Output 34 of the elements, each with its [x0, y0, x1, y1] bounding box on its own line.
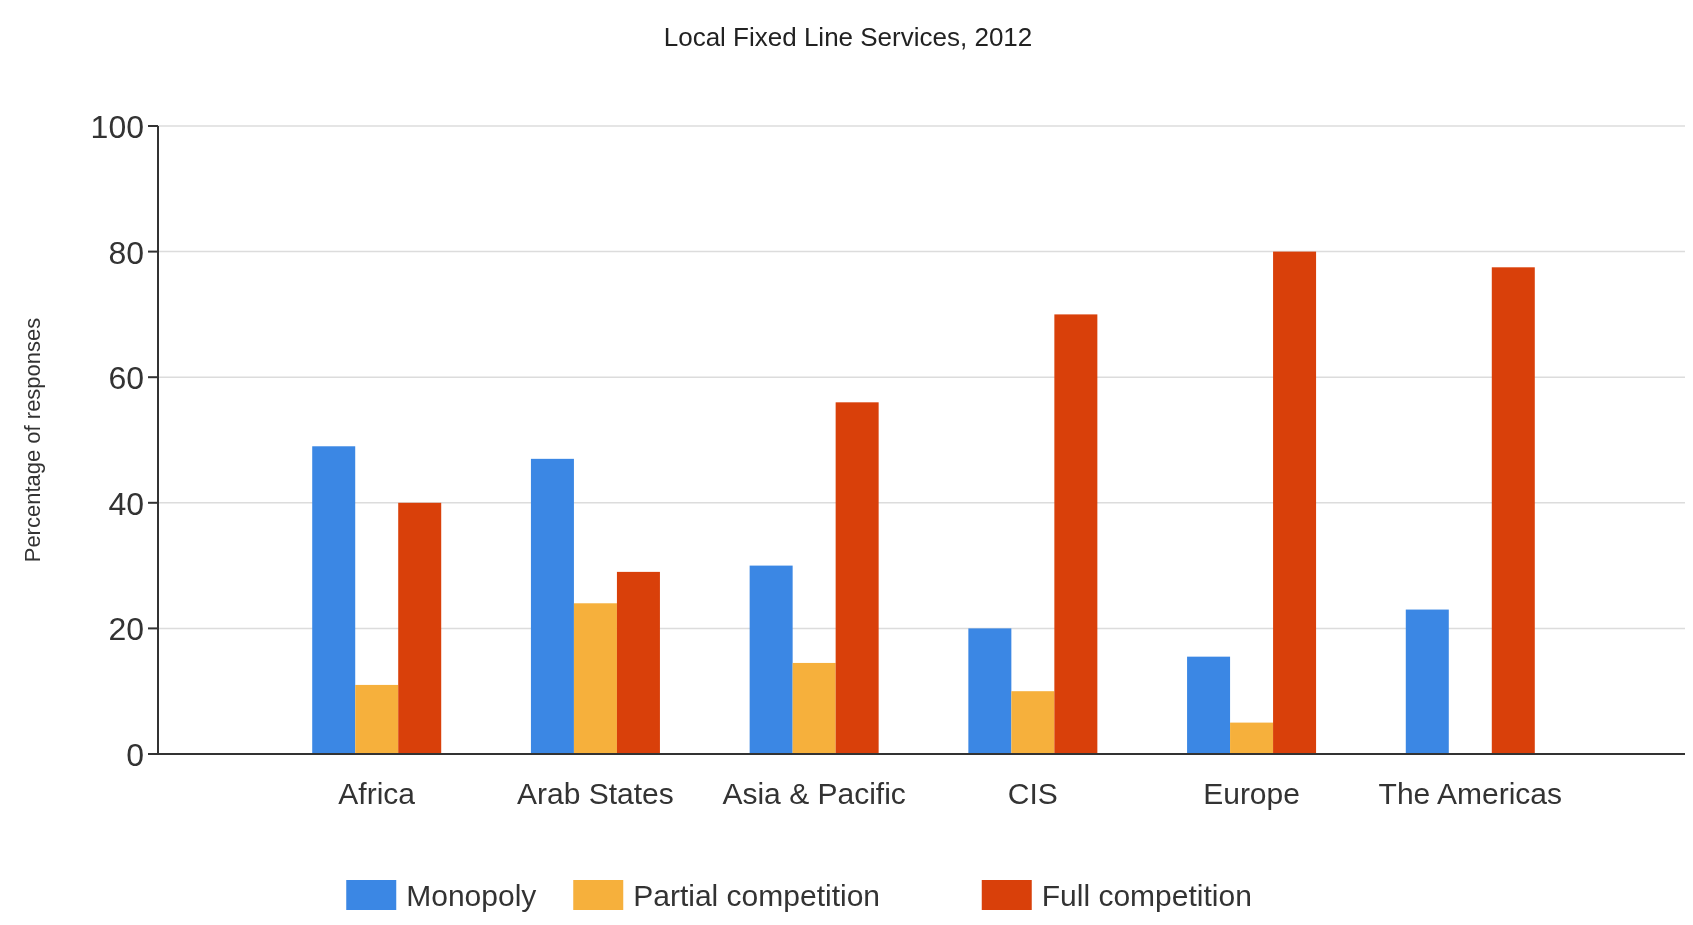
bar: [398, 502, 442, 754]
y-tick-label: 80: [108, 234, 144, 271]
y-tick-label: 60: [108, 360, 144, 397]
bar: [835, 402, 879, 754]
bar: [355, 684, 399, 754]
bar: [312, 446, 356, 754]
bar: [616, 571, 660, 754]
y-tick-label: 100: [90, 109, 144, 145]
x-tick-label: Asia & Pacific: [722, 777, 906, 810]
y-tick-label: 0: [126, 737, 144, 773]
x-tick-label: Arab States: [517, 777, 674, 810]
bar: [1491, 267, 1535, 754]
bar: [1187, 656, 1231, 754]
x-tick-label: The Americas: [1378, 777, 1562, 810]
bar: [1011, 691, 1055, 754]
x-tick-label: CIS: [1007, 777, 1058, 810]
legend-label: Partial competition: [633, 879, 881, 912]
y-tick-label: 20: [108, 611, 144, 648]
bar: [1405, 609, 1449, 754]
bar: [530, 458, 574, 754]
bar: [573, 603, 617, 754]
legend-label: Full competition: [1041, 879, 1252, 912]
chart-title: Local Fixed Line Services, 2012: [663, 22, 1033, 52]
bar: [968, 628, 1012, 754]
y-axis-title: Percentage of responses: [20, 317, 45, 563]
x-tick-label: Africa: [338, 777, 416, 810]
bar: [1054, 314, 1098, 754]
x-tick-label: Europe: [1203, 777, 1300, 810]
bar: [792, 662, 836, 754]
y-tick-label: 40: [108, 485, 144, 522]
bar: [749, 565, 793, 754]
bar: [1230, 722, 1274, 754]
bar: [1273, 251, 1317, 754]
legend-label: Monopoly: [406, 879, 537, 912]
